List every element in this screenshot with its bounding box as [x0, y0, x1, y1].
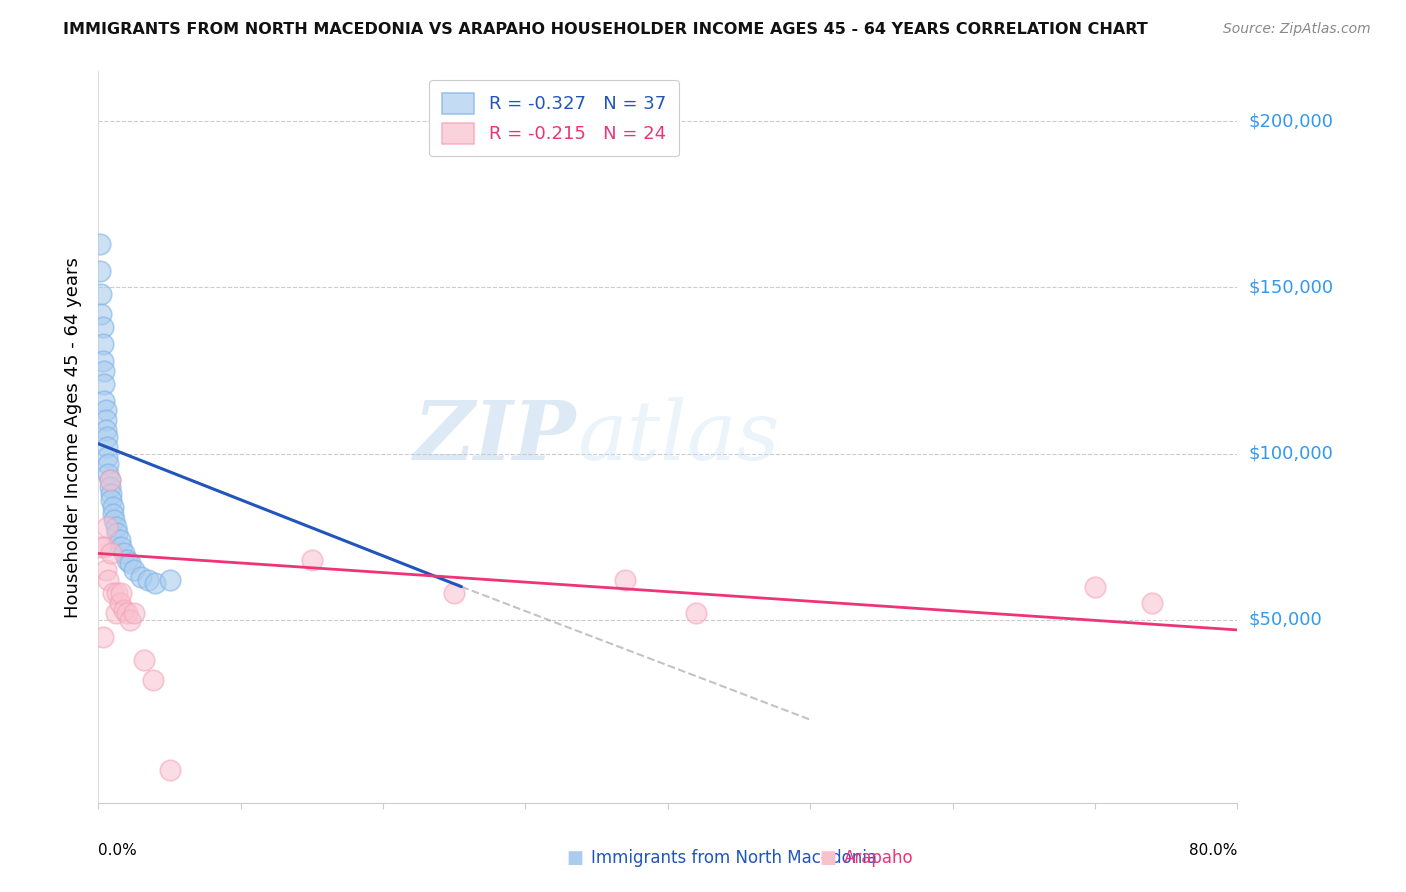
Text: IMMIGRANTS FROM NORTH MACEDONIA VS ARAPAHO HOUSEHOLDER INCOME AGES 45 - 64 YEARS: IMMIGRANTS FROM NORTH MACEDONIA VS ARAPA…: [63, 22, 1149, 37]
Point: [105, 526, 128, 541]
Point: [90, 307, 112, 321]
Point: [89, 540, 111, 554]
Point: [90, 287, 112, 301]
Text: 0.0%: 0.0%: [98, 843, 138, 858]
Point: [101, 500, 124, 514]
Point: [93, 540, 115, 554]
Point: [110, 540, 132, 554]
Point: [98, 473, 121, 487]
Point: [132, 653, 155, 667]
Point: [101, 586, 124, 600]
Point: [1140, 596, 1163, 610]
Point: [91, 630, 114, 644]
Text: ■: ■: [820, 849, 837, 867]
Point: [108, 596, 131, 610]
Point: [112, 603, 135, 617]
Point: [104, 520, 127, 534]
Text: 80.0%: 80.0%: [1189, 843, 1237, 858]
Point: [108, 533, 131, 548]
Point: [96, 440, 118, 454]
Point: [91, 353, 114, 368]
Point: [100, 486, 122, 500]
Point: [301, 553, 323, 567]
Point: [104, 607, 127, 621]
Point: [159, 763, 181, 777]
Point: [110, 586, 132, 600]
Point: [89, 264, 111, 278]
Point: [97, 457, 120, 471]
Point: [141, 673, 163, 687]
Point: [91, 320, 114, 334]
Point: [94, 403, 117, 417]
Point: [101, 507, 124, 521]
Point: [614, 573, 637, 587]
Point: [91, 337, 114, 351]
Point: [100, 493, 122, 508]
Point: [145, 576, 167, 591]
Point: [100, 546, 122, 560]
Point: [94, 563, 117, 577]
Point: [97, 573, 120, 587]
Point: [94, 424, 117, 438]
Point: [98, 480, 121, 494]
Point: [96, 520, 118, 534]
Text: Source: ZipAtlas.com: Source: ZipAtlas.com: [1223, 22, 1371, 37]
Point: [93, 393, 115, 408]
Point: [112, 546, 135, 560]
Point: [122, 563, 145, 577]
Point: [136, 573, 159, 587]
Text: $150,000: $150,000: [1249, 278, 1333, 296]
Point: [685, 607, 707, 621]
Point: [159, 573, 181, 587]
Text: Immigrants from North Macedonia: Immigrants from North Macedonia: [591, 849, 876, 867]
Point: [94, 413, 117, 427]
Point: [96, 430, 118, 444]
Point: [89, 237, 111, 252]
Point: [129, 570, 152, 584]
Text: ZIP: ZIP: [415, 397, 576, 477]
Point: [115, 607, 138, 621]
Text: $50,000: $50,000: [1249, 611, 1322, 629]
Point: [97, 467, 120, 481]
Point: [1084, 580, 1107, 594]
Point: [93, 376, 115, 391]
Legend: R = -0.327   N = 37, R = -0.215   N = 24: R = -0.327 N = 37, R = -0.215 N = 24: [429, 80, 679, 156]
Text: atlas: atlas: [576, 397, 779, 477]
Point: [96, 450, 118, 464]
Point: [103, 513, 125, 527]
Point: [122, 607, 145, 621]
Text: ■: ■: [567, 849, 583, 867]
Point: [115, 553, 138, 567]
Point: [443, 586, 465, 600]
Y-axis label: Householder Income Ages 45 - 64 years: Householder Income Ages 45 - 64 years: [65, 257, 83, 617]
Point: [105, 586, 128, 600]
Point: [118, 613, 141, 627]
Point: [118, 557, 141, 571]
Text: $200,000: $200,000: [1249, 112, 1333, 130]
Point: [93, 363, 115, 377]
Text: Arapaho: Arapaho: [844, 849, 914, 867]
Point: [98, 473, 121, 487]
Text: $100,000: $100,000: [1249, 445, 1333, 463]
